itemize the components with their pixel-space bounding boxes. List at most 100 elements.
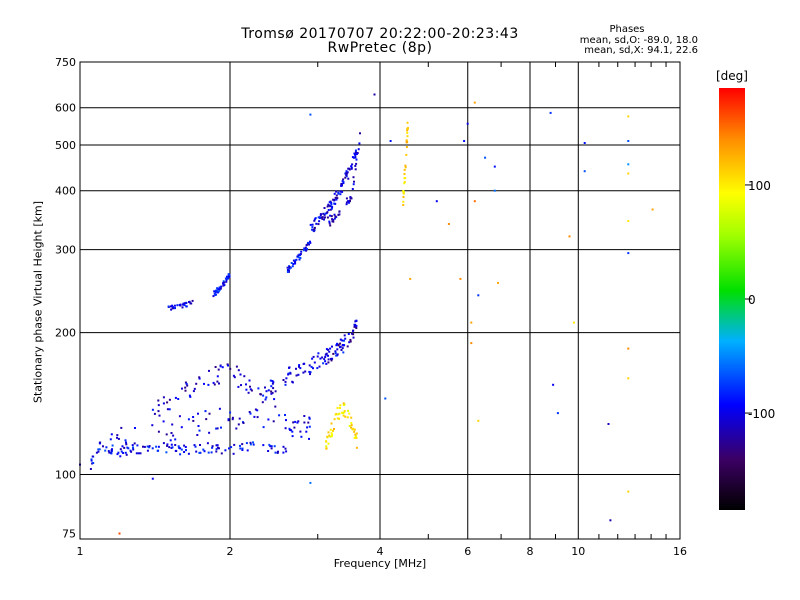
data-point <box>572 321 575 324</box>
data-point <box>218 407 221 410</box>
data-point <box>116 434 119 437</box>
data-point <box>289 429 292 431</box>
data-point <box>321 217 324 220</box>
data-point <box>345 172 348 175</box>
data-point <box>184 386 187 389</box>
data-point <box>239 373 242 376</box>
data-point <box>470 342 473 345</box>
data-point <box>325 445 328 448</box>
data-point <box>340 184 343 187</box>
data-point <box>136 444 139 447</box>
x-tick-label: 1 <box>77 545 84 558</box>
data-point <box>328 204 331 207</box>
data-point <box>333 418 336 421</box>
data-point <box>233 376 236 379</box>
data-point <box>330 359 333 362</box>
data-point <box>328 350 331 353</box>
data-point <box>270 445 273 448</box>
data-point <box>215 448 218 451</box>
data-point <box>330 422 333 425</box>
data-point <box>355 446 358 449</box>
data-point <box>317 216 320 219</box>
data-point <box>627 172 630 175</box>
data-point <box>197 412 199 415</box>
data-point <box>157 445 160 448</box>
data-point <box>303 421 306 424</box>
data-point <box>196 434 199 436</box>
data-point <box>304 370 307 373</box>
data-point <box>216 427 219 430</box>
data-point <box>299 257 302 259</box>
data-point <box>286 266 289 269</box>
data-point <box>402 192 405 195</box>
data-point <box>473 200 476 203</box>
data-point <box>304 246 307 249</box>
data-point <box>125 441 127 444</box>
data-point <box>225 280 228 283</box>
data-points-layer <box>79 93 654 535</box>
data-point <box>556 412 559 415</box>
data-point <box>229 367 232 370</box>
data-point <box>121 445 124 448</box>
data-point <box>291 265 294 268</box>
data-point <box>323 213 326 216</box>
data-point <box>354 153 356 156</box>
data-point <box>359 132 361 135</box>
data-point <box>300 435 303 438</box>
data-point <box>336 407 339 409</box>
data-point <box>220 285 223 288</box>
data-point <box>195 382 198 385</box>
data-point <box>97 450 100 453</box>
data-point <box>185 301 188 304</box>
data-point <box>162 420 165 423</box>
data-point <box>627 220 630 222</box>
data-point <box>282 379 285 381</box>
data-point <box>119 448 122 451</box>
y-tick-label: 750 <box>55 56 76 69</box>
data-point <box>292 421 295 424</box>
data-point <box>166 408 169 411</box>
data-point <box>339 190 342 193</box>
data-point <box>123 446 126 449</box>
data-point <box>256 416 259 419</box>
data-point <box>192 419 195 422</box>
data-point <box>344 176 347 179</box>
data-point <box>332 352 335 355</box>
data-point <box>435 200 438 203</box>
data-point <box>309 241 312 244</box>
data-point <box>341 190 344 193</box>
data-point <box>181 306 184 309</box>
data-point <box>343 339 345 342</box>
data-point <box>403 168 406 171</box>
data-point <box>473 101 476 104</box>
data-point <box>324 353 327 356</box>
data-point <box>272 420 275 423</box>
data-point <box>333 199 336 201</box>
data-point <box>319 357 322 360</box>
data-point <box>213 290 216 293</box>
data-point <box>355 162 358 165</box>
data-point <box>97 448 100 451</box>
data-point <box>352 333 355 336</box>
data-point <box>286 271 289 273</box>
phase-stats-x: mean, sd,X: 94.1, 22.6 <box>584 45 698 56</box>
data-point <box>341 411 343 414</box>
data-point <box>302 363 305 365</box>
data-point <box>353 325 356 328</box>
data-point <box>265 396 268 399</box>
data-point <box>157 449 160 452</box>
data-point <box>328 220 331 223</box>
data-point <box>284 414 286 416</box>
data-point <box>155 445 158 448</box>
data-point <box>179 453 182 456</box>
data-point <box>406 135 409 138</box>
data-point <box>348 412 351 415</box>
data-point <box>185 383 188 385</box>
data-point <box>107 450 110 453</box>
data-point <box>157 410 160 413</box>
data-point <box>325 362 328 365</box>
data-point <box>354 164 357 167</box>
data-point <box>235 365 238 368</box>
data-point <box>287 373 290 376</box>
data-point <box>330 203 333 206</box>
